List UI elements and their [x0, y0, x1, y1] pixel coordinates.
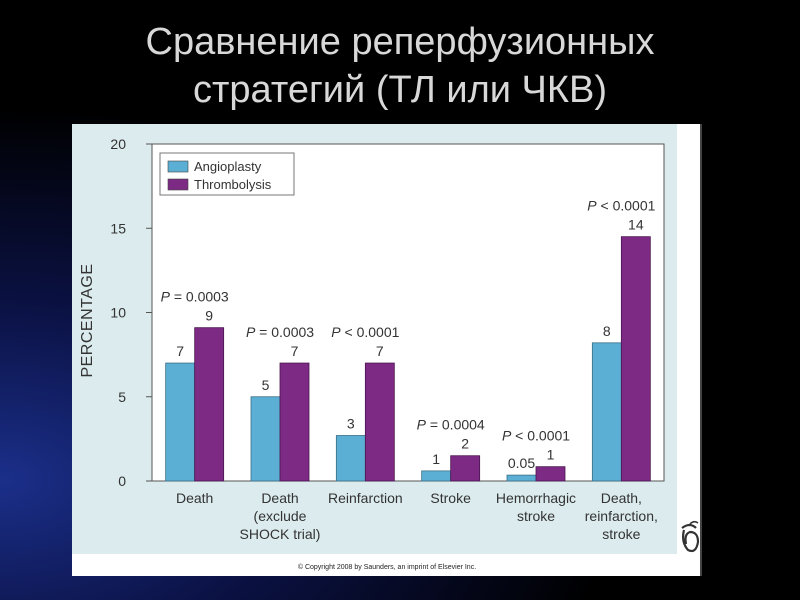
legend-label: Angioplasty — [194, 159, 262, 174]
p-value-annotation: P < 0.0001 — [587, 198, 655, 214]
bar-thrombolysis — [279, 362, 310, 482]
bar-angioplasty — [506, 474, 537, 482]
category-label: SHOCK trial) — [240, 526, 321, 542]
bar-angioplasty — [421, 470, 452, 482]
data-label: 1 — [547, 447, 555, 463]
bar-thrombolysis — [194, 327, 225, 482]
plot-area — [151, 143, 665, 482]
y-axis-label: PERCENTAGE — [79, 263, 96, 377]
category-label: (exclude — [254, 508, 307, 524]
data-label: 1 — [432, 451, 440, 467]
category-label: stroke — [517, 508, 555, 524]
copyright-text: © Copyright 2008 by Saunders, an imprint… — [297, 564, 477, 571]
y-tick-label: 15 — [110, 220, 126, 236]
legend-swatch — [167, 160, 189, 173]
category-label: Death — [261, 490, 298, 506]
legend-label: Thrombolysis — [194, 177, 272, 192]
bar-thrombolysis — [535, 466, 566, 482]
data-label: 9 — [205, 308, 213, 324]
p-value-annotation: P = 0.0003 — [246, 324, 314, 340]
bar-angioplasty — [335, 435, 366, 482]
category-label: Death — [176, 490, 213, 506]
bar-angioplasty — [250, 396, 281, 482]
category-label: Stroke — [430, 490, 471, 506]
data-label: 14 — [628, 217, 644, 233]
data-label: 7 — [376, 343, 384, 359]
publisher-logo-icon — [681, 520, 700, 553]
legend-swatch — [167, 178, 189, 191]
p-value-annotation: P = 0.0003 — [161, 289, 229, 305]
category-label: Reinfarction — [328, 490, 403, 506]
data-label: 0.05 — [508, 455, 535, 471]
category-label: stroke — [602, 526, 640, 542]
slide-title: Сравнение реперфузионных стратегий (ТЛ и… — [0, 18, 800, 114]
p-value-annotation: P = 0.0004 — [417, 417, 485, 433]
data-label: 7 — [291, 343, 299, 359]
category-label: Hemorrhagic — [496, 490, 576, 506]
bar-thrombolysis — [620, 236, 651, 482]
y-tick-label: 0 — [118, 473, 126, 489]
slide-title-line-2: стратегий (ТЛ или ЧКВ) — [193, 69, 607, 111]
bar-angioplasty — [591, 342, 622, 482]
figure-border — [700, 124, 702, 576]
data-label: 8 — [603, 323, 611, 339]
category-label: Death, — [601, 490, 642, 506]
bar-thrombolysis — [364, 362, 395, 482]
category-label: reinfarction, — [585, 508, 658, 524]
bar-angioplasty — [165, 362, 196, 482]
p-value-annotation: P < 0.0001 — [331, 324, 399, 340]
data-label: 7 — [176, 343, 184, 359]
chart-figure: 0 5 10 15 20 PERCENTAGE 7 9 P = 0.0003 Death 5 7 P =… — [72, 124, 702, 576]
data-label: 5 — [262, 377, 270, 393]
bar-chart: 0 5 10 15 20 PERCENTAGE 7 9 P = 0.0003 Death 5 7 P =… — [79, 136, 665, 542]
bar-thrombolysis — [450, 455, 481, 482]
data-label: 3 — [347, 416, 355, 432]
y-tick-label: 10 — [110, 305, 126, 321]
y-tick-label: 20 — [110, 136, 126, 152]
slide-title-line-1: Сравнение реперфузионных — [145, 21, 655, 63]
data-label: 2 — [461, 436, 469, 452]
y-tick-label: 5 — [118, 389, 126, 405]
p-value-annotation: P < 0.0001 — [502, 428, 570, 444]
